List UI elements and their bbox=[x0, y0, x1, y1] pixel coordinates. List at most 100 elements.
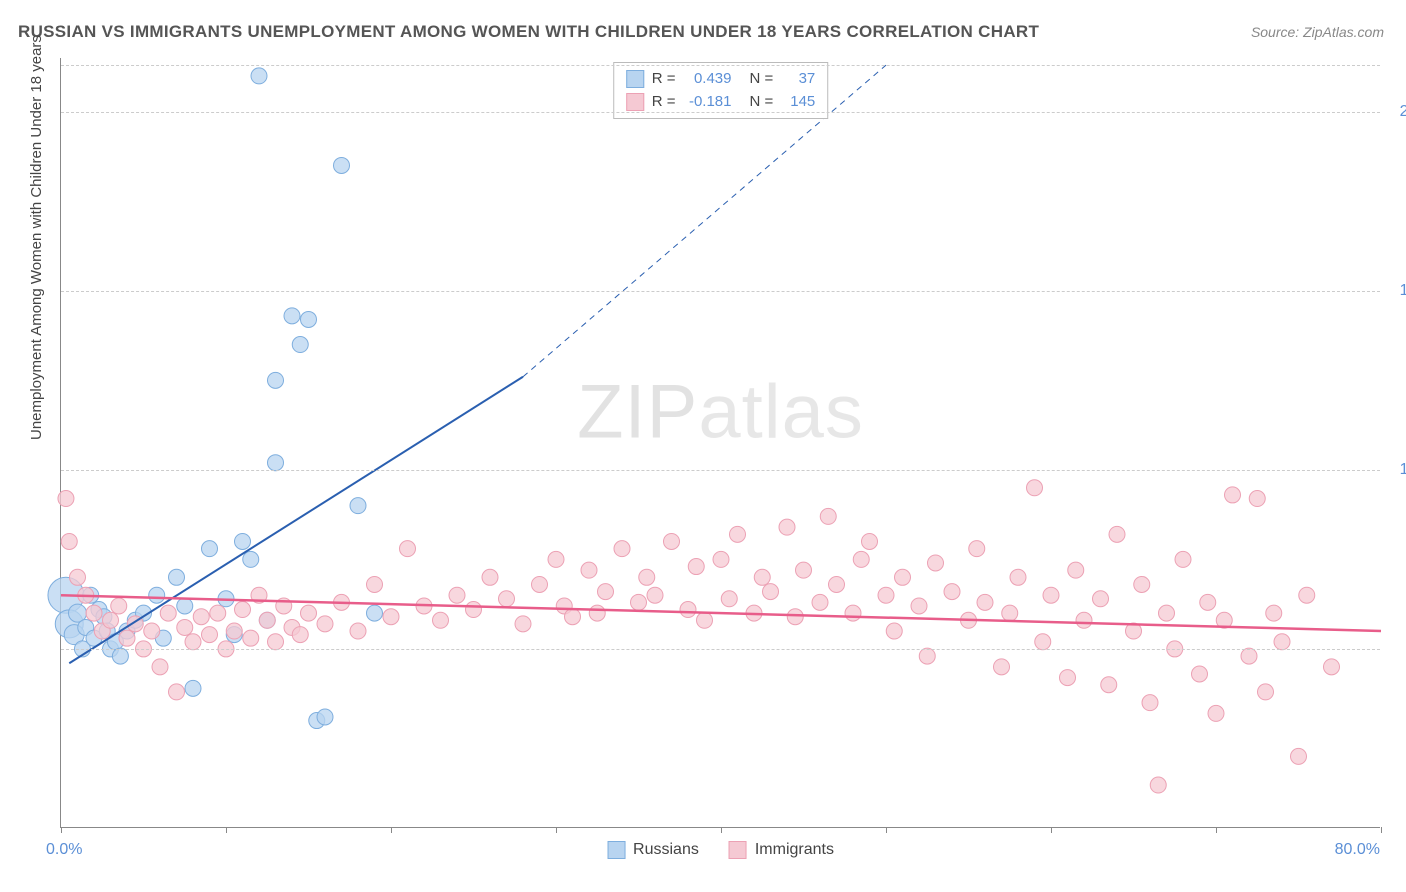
legend-swatch bbox=[626, 93, 644, 111]
data-point bbox=[1241, 648, 1257, 664]
series-legend-item: Immigrants bbox=[729, 841, 834, 859]
data-point bbox=[639, 569, 655, 585]
y-tick-label: 20.0% bbox=[1400, 103, 1406, 121]
data-point bbox=[1010, 569, 1026, 585]
data-point bbox=[1035, 634, 1051, 650]
data-point bbox=[969, 541, 985, 557]
data-point bbox=[1076, 612, 1092, 628]
data-point bbox=[1002, 605, 1018, 621]
data-point bbox=[779, 519, 795, 535]
data-point bbox=[251, 68, 267, 84]
data-point bbox=[820, 508, 836, 524]
data-point bbox=[268, 455, 284, 471]
gridline bbox=[61, 112, 1380, 113]
data-point bbox=[1150, 777, 1166, 793]
data-point bbox=[350, 623, 366, 639]
data-point bbox=[515, 616, 531, 632]
gridline bbox=[61, 291, 1380, 292]
data-point bbox=[210, 605, 226, 621]
data-point bbox=[994, 659, 1010, 675]
data-point bbox=[944, 584, 960, 600]
data-point bbox=[911, 598, 927, 614]
data-point bbox=[721, 591, 737, 607]
source-attribution: Source: ZipAtlas.com bbox=[1251, 24, 1384, 40]
data-point bbox=[243, 551, 259, 567]
y-tick-label: 15.0% bbox=[1400, 282, 1406, 300]
data-point bbox=[697, 612, 713, 628]
data-point bbox=[886, 623, 902, 639]
data-point bbox=[1093, 591, 1109, 607]
data-point bbox=[688, 559, 704, 575]
data-point bbox=[499, 591, 515, 607]
data-point bbox=[350, 498, 366, 514]
x-tick bbox=[556, 827, 557, 833]
data-point bbox=[919, 648, 935, 664]
plot-area: ZIPatlas R =0.439N =37R =-0.181N =145 0.… bbox=[60, 58, 1380, 828]
data-point bbox=[1175, 551, 1191, 567]
data-point bbox=[565, 609, 581, 625]
correlation-legend: R =0.439N =37R =-0.181N =145 bbox=[613, 62, 829, 119]
data-point bbox=[680, 602, 696, 618]
data-point bbox=[1225, 487, 1241, 503]
legend-r-value: -0.181 bbox=[684, 91, 732, 114]
series-legend-label: Immigrants bbox=[755, 841, 834, 859]
chart-title: RUSSIAN VS IMMIGRANTS UNEMPLOYMENT AMONG… bbox=[18, 22, 1039, 42]
series-legend-item: Russians bbox=[607, 841, 699, 859]
data-point bbox=[185, 680, 201, 696]
data-point bbox=[713, 551, 729, 567]
data-point bbox=[853, 551, 869, 567]
data-point bbox=[895, 569, 911, 585]
data-point bbox=[1258, 684, 1274, 700]
data-point bbox=[433, 612, 449, 628]
data-point bbox=[61, 533, 77, 549]
data-point bbox=[226, 623, 242, 639]
data-point bbox=[317, 709, 333, 725]
data-point bbox=[268, 634, 284, 650]
data-point bbox=[284, 308, 300, 324]
data-point bbox=[160, 605, 176, 621]
data-point bbox=[317, 616, 333, 632]
legend-n-value: 37 bbox=[781, 68, 815, 91]
legend-row: R =0.439N =37 bbox=[626, 68, 816, 91]
data-point bbox=[532, 576, 548, 592]
data-point bbox=[614, 541, 630, 557]
data-point bbox=[169, 684, 185, 700]
y-tick-label: 10.0% bbox=[1400, 461, 1406, 479]
legend-swatch bbox=[626, 70, 644, 88]
data-point bbox=[1299, 587, 1315, 603]
data-point bbox=[796, 562, 812, 578]
data-point bbox=[763, 584, 779, 600]
x-tick bbox=[1051, 827, 1052, 833]
data-point bbox=[367, 605, 383, 621]
data-point bbox=[1043, 587, 1059, 603]
data-point bbox=[730, 526, 746, 542]
data-point bbox=[119, 630, 135, 646]
data-point bbox=[589, 605, 605, 621]
data-point bbox=[1266, 605, 1282, 621]
data-point bbox=[845, 605, 861, 621]
data-point bbox=[112, 648, 128, 664]
y-axis-title: Unemployment Among Women with Children U… bbox=[28, 35, 45, 440]
chart-svg bbox=[61, 58, 1380, 827]
data-point bbox=[103, 612, 119, 628]
data-point bbox=[259, 612, 275, 628]
data-point bbox=[1060, 670, 1076, 686]
data-point bbox=[631, 594, 647, 610]
data-point bbox=[243, 630, 259, 646]
data-point bbox=[1109, 526, 1125, 542]
data-point bbox=[70, 569, 86, 585]
data-point bbox=[1249, 491, 1265, 507]
data-point bbox=[812, 594, 828, 610]
data-point bbox=[169, 569, 185, 585]
x-tick bbox=[61, 827, 62, 833]
data-point bbox=[598, 584, 614, 600]
x-tick bbox=[1216, 827, 1217, 833]
data-point bbox=[152, 659, 168, 675]
data-point bbox=[193, 609, 209, 625]
series-legend: Russians Immigrants bbox=[607, 841, 834, 859]
gridline bbox=[61, 649, 1380, 650]
data-point bbox=[111, 598, 127, 614]
data-point bbox=[1134, 576, 1150, 592]
data-point bbox=[334, 157, 350, 173]
data-point bbox=[1027, 480, 1043, 496]
